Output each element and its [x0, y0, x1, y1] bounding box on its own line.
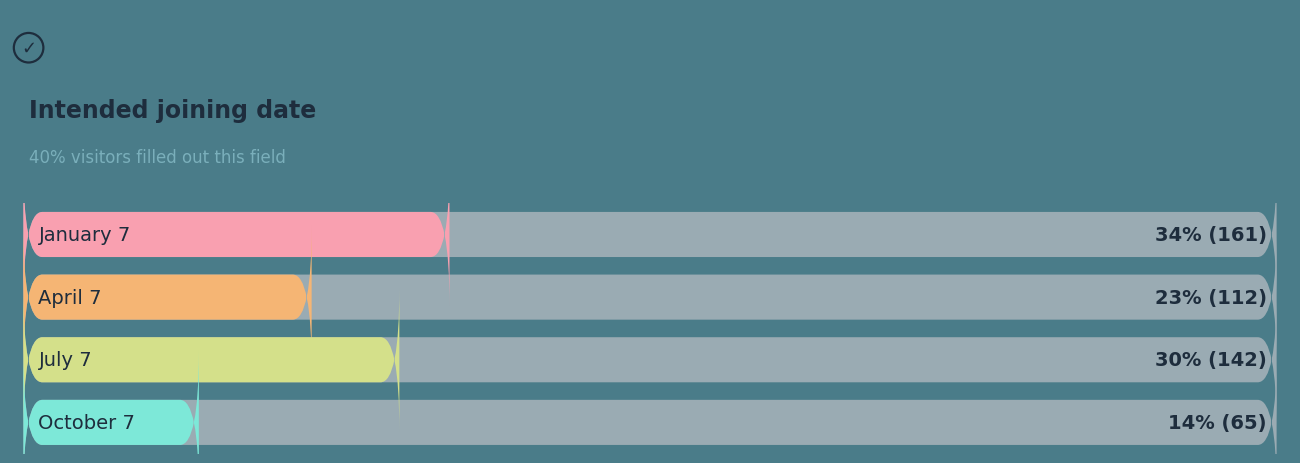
FancyBboxPatch shape	[23, 289, 1277, 431]
FancyBboxPatch shape	[23, 164, 1277, 306]
Text: Intended joining date: Intended joining date	[29, 99, 316, 123]
FancyBboxPatch shape	[23, 226, 312, 369]
Text: 40% visitors filled out this field: 40% visitors filled out this field	[29, 149, 286, 166]
Text: 14% (65): 14% (65)	[1169, 413, 1266, 432]
Text: July 7: July 7	[39, 350, 92, 369]
Text: 30% (142): 30% (142)	[1154, 350, 1266, 369]
FancyBboxPatch shape	[23, 351, 199, 463]
Text: April 7: April 7	[39, 288, 101, 307]
Text: October 7: October 7	[39, 413, 135, 432]
FancyBboxPatch shape	[23, 226, 1277, 369]
Text: January 7: January 7	[39, 225, 131, 244]
Text: 34% (161): 34% (161)	[1154, 225, 1266, 244]
Text: 23% (112): 23% (112)	[1154, 288, 1266, 307]
Text: ✓: ✓	[21, 40, 36, 57]
FancyBboxPatch shape	[23, 289, 399, 431]
FancyBboxPatch shape	[23, 351, 1277, 463]
FancyBboxPatch shape	[23, 164, 450, 306]
